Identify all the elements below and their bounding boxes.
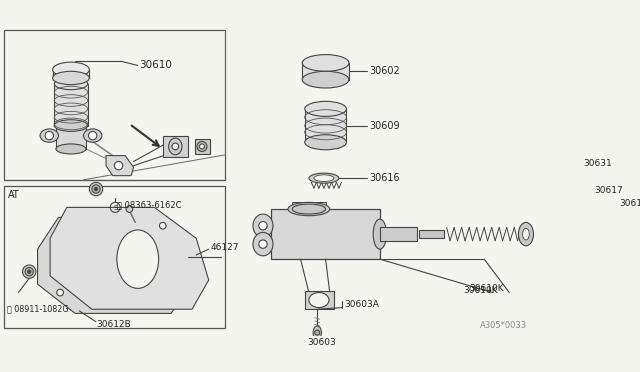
Bar bbox=[195, 139, 209, 154]
Text: 30617: 30617 bbox=[595, 186, 623, 195]
Text: 30616: 30616 bbox=[369, 173, 399, 183]
Ellipse shape bbox=[169, 138, 182, 155]
Circle shape bbox=[568, 213, 573, 218]
Ellipse shape bbox=[305, 101, 346, 116]
Bar bbox=[419, 230, 444, 238]
Text: 30603A: 30603A bbox=[344, 300, 379, 309]
Polygon shape bbox=[106, 155, 134, 176]
Ellipse shape bbox=[83, 129, 102, 142]
Bar bbox=[271, 209, 380, 259]
Ellipse shape bbox=[117, 230, 159, 288]
Polygon shape bbox=[38, 217, 188, 314]
Circle shape bbox=[126, 206, 132, 212]
Circle shape bbox=[25, 267, 33, 276]
Text: ⓔ 08911-1082G: ⓔ 08911-1082G bbox=[6, 305, 68, 314]
Text: 30609: 30609 bbox=[369, 121, 399, 131]
Ellipse shape bbox=[313, 326, 321, 339]
Ellipse shape bbox=[314, 175, 334, 182]
Bar bbox=[302, 63, 349, 80]
Text: 30618: 30618 bbox=[620, 199, 640, 208]
Circle shape bbox=[259, 240, 267, 248]
Ellipse shape bbox=[292, 204, 326, 214]
Text: S: S bbox=[113, 205, 117, 211]
Text: A305*0033: A305*0033 bbox=[480, 321, 527, 330]
Text: 30610K: 30610K bbox=[469, 284, 504, 293]
Bar bbox=[305, 109, 346, 142]
Circle shape bbox=[88, 131, 97, 140]
Ellipse shape bbox=[305, 135, 346, 150]
Circle shape bbox=[90, 182, 102, 196]
Bar bbox=[305, 291, 334, 309]
Ellipse shape bbox=[518, 222, 534, 246]
Ellipse shape bbox=[288, 202, 330, 216]
Circle shape bbox=[57, 289, 63, 296]
Circle shape bbox=[564, 227, 579, 242]
Circle shape bbox=[259, 222, 267, 230]
Circle shape bbox=[197, 141, 207, 151]
Bar bbox=[292, 202, 326, 212]
Ellipse shape bbox=[52, 62, 90, 77]
Bar bbox=[52, 70, 90, 78]
Ellipse shape bbox=[253, 232, 273, 256]
Text: AT: AT bbox=[8, 190, 20, 200]
Ellipse shape bbox=[52, 71, 90, 85]
Bar bbox=[54, 84, 88, 126]
Ellipse shape bbox=[309, 292, 329, 308]
Circle shape bbox=[22, 265, 36, 278]
Text: 30610K: 30610K bbox=[463, 286, 498, 295]
Text: 30631: 30631 bbox=[584, 158, 612, 168]
Circle shape bbox=[159, 222, 166, 229]
Bar bbox=[4, 29, 225, 180]
Circle shape bbox=[200, 144, 205, 149]
Circle shape bbox=[172, 143, 179, 150]
Circle shape bbox=[94, 187, 98, 191]
Ellipse shape bbox=[253, 214, 273, 237]
Text: 46127: 46127 bbox=[211, 243, 239, 252]
Ellipse shape bbox=[90, 245, 127, 298]
Bar bbox=[56, 126, 86, 149]
Ellipse shape bbox=[576, 221, 593, 247]
Text: 30603: 30603 bbox=[307, 338, 336, 347]
Circle shape bbox=[92, 185, 100, 193]
Bar bbox=[603, 217, 618, 251]
Circle shape bbox=[45, 131, 53, 140]
Circle shape bbox=[115, 161, 123, 170]
Ellipse shape bbox=[523, 228, 529, 240]
Bar bbox=[561, 221, 582, 247]
Bar bbox=[163, 137, 188, 157]
Ellipse shape bbox=[54, 120, 88, 131]
Ellipse shape bbox=[584, 206, 621, 253]
Ellipse shape bbox=[373, 219, 387, 249]
Ellipse shape bbox=[611, 217, 625, 251]
Ellipse shape bbox=[40, 129, 58, 142]
Ellipse shape bbox=[54, 78, 88, 90]
Polygon shape bbox=[50, 207, 209, 309]
Text: 30612B: 30612B bbox=[96, 320, 131, 329]
Ellipse shape bbox=[309, 173, 339, 183]
Text: Ⓝ 08363-6162C: Ⓝ 08363-6162C bbox=[117, 201, 181, 209]
Text: 30602: 30602 bbox=[369, 66, 400, 76]
Bar bbox=[380, 227, 417, 241]
Ellipse shape bbox=[56, 144, 86, 154]
Ellipse shape bbox=[302, 71, 349, 88]
Ellipse shape bbox=[302, 55, 349, 71]
Circle shape bbox=[28, 270, 31, 273]
Bar bbox=[4, 186, 225, 328]
Circle shape bbox=[315, 330, 320, 335]
Text: 30610: 30610 bbox=[140, 61, 172, 70]
